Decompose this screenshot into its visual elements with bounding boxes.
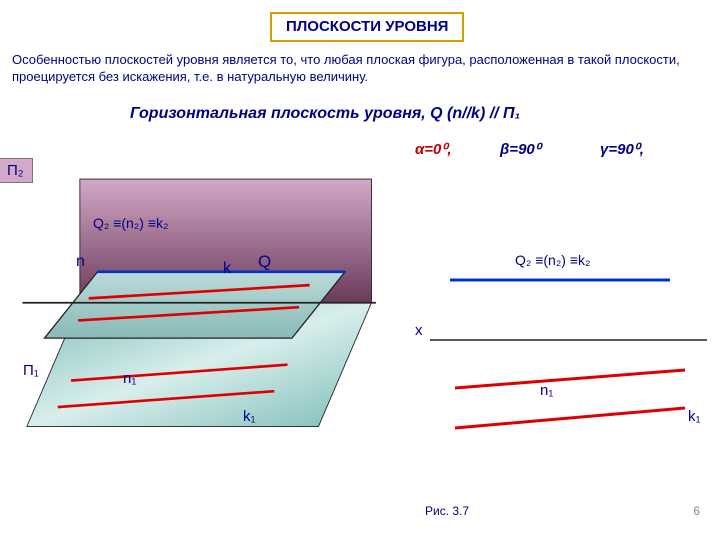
k1-label-3d: k₁ [243,408,256,425]
diagram-3d: П₂ Q₂ ≡(n₂) ≡k₂ n k Q x П₁ n₁ k₁ [18,160,398,450]
n1-label-2d: n₁ [540,382,553,399]
x-label-2d: x [415,322,423,339]
k-label: k [223,260,231,278]
intro-text: Особенностью плоскостей уровня является … [12,52,708,86]
angle-beta: β=90⁰ [500,140,541,158]
p1-label: П₁ [23,362,39,379]
q-plane [45,272,345,338]
k1-line-2d [455,408,685,428]
svg-3d [18,160,398,450]
figure-caption: Рис. 3.7 [425,504,469,518]
angle-gamma: γ=90⁰, [600,140,644,158]
k1-label-2d: k₁ [688,408,701,425]
angle-alpha: α=0⁰, [415,140,452,158]
title-text: ПЛОСКОСТИ УРОВНЯ [286,18,448,35]
svg-2d [425,260,715,460]
page-number: 6 [693,504,700,518]
subtitle: Горизонтальная плоскость уровня, Q (n//k… [130,105,520,123]
title-box: ПЛОСКОСТИ УРОВНЯ [270,12,464,42]
q2eq-label-3d: Q₂ ≡(n₂) ≡k₂ [93,215,168,231]
n1-line-2d [455,370,685,388]
p2-label: П₂ [0,158,33,183]
n-label: n [76,253,85,271]
Q-label: Q [258,252,271,272]
n1-label-3d: n₁ [123,370,136,387]
q2eq-label-2d: Q₂ ≡(n₂) ≡k₂ [515,252,590,268]
diagram-2d: Q₂ ≡(n₂) ≡k₂ x n₁ k₁ [425,260,715,460]
